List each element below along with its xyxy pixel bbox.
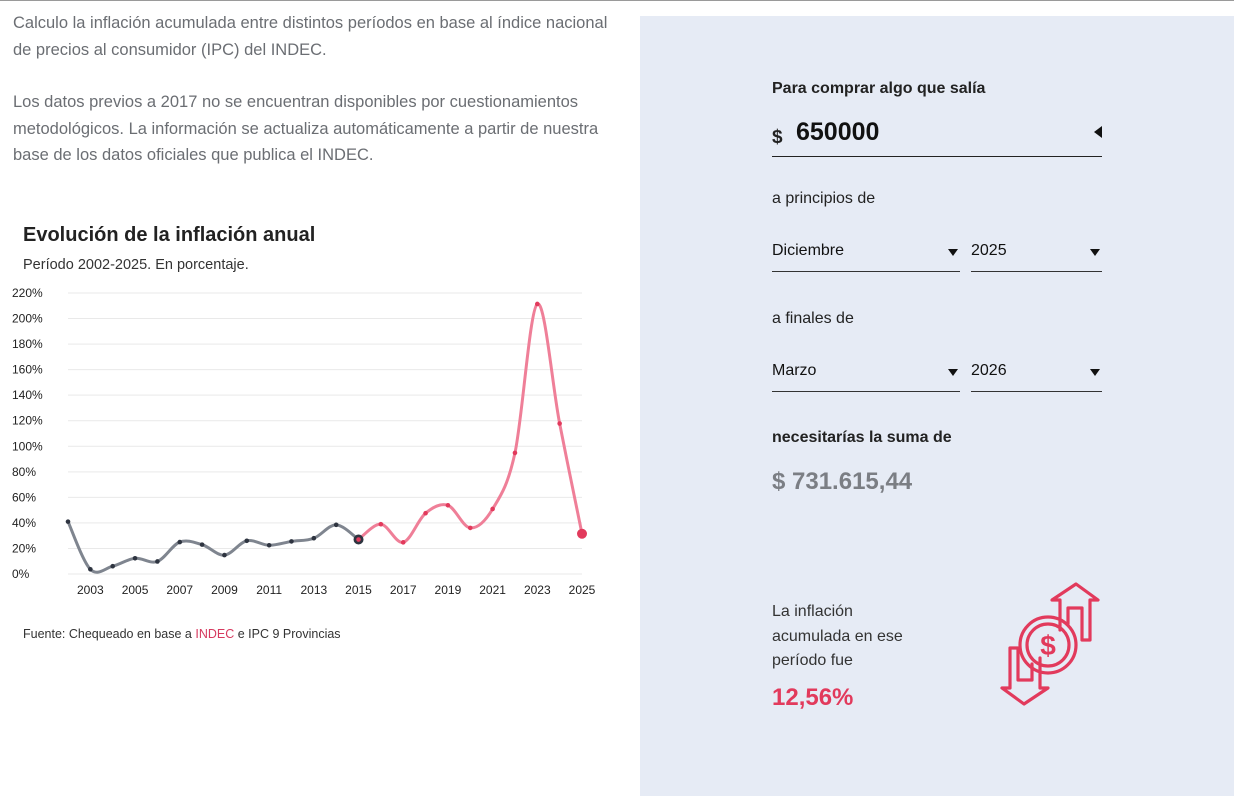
chevron-down-icon <box>1090 369 1100 376</box>
data-point <box>535 301 540 307</box>
y-tick-label: 80% <box>12 465 36 479</box>
x-tick-label: 2011 <box>256 583 282 597</box>
data-point <box>110 563 115 569</box>
intro-paragraph-2: Los datos previos a 2017 no se encuentra… <box>13 93 599 164</box>
y-tick-label: 20% <box>12 541 36 555</box>
data-point <box>199 542 205 547</box>
top-divider <box>0 0 1234 1</box>
y-tick-label: 200% <box>12 312 43 326</box>
y-tick-label: 140% <box>12 388 43 402</box>
x-tick-label: 2005 <box>122 583 149 597</box>
y-tick-label: 0% <box>12 567 30 581</box>
y-tick-label: 220% <box>12 286 43 300</box>
svg-text:$: $ <box>1040 630 1056 661</box>
data-point <box>65 519 71 524</box>
chart-subtitle: Período 2002-2025. En porcentaje. <box>23 257 249 273</box>
x-tick-label: 2015 <box>345 583 372 597</box>
start-year-value: 2025 <box>971 242 1007 259</box>
data-point <box>289 539 294 544</box>
chart-title: Evolución de la inflación anual <box>23 224 316 246</box>
price-label: Para comprar algo que salía <box>772 80 986 97</box>
x-tick-label: 2003 <box>77 583 104 597</box>
currency-symbol: $ <box>772 127 783 148</box>
data-point <box>557 421 562 426</box>
start-month-select[interactable]: Diciembre <box>772 233 960 272</box>
amount-spinner-icon[interactable] <box>1094 126 1102 138</box>
chevron-down-icon <box>948 369 958 376</box>
y-tick-label: 100% <box>12 439 43 453</box>
intro-paragraph-1: Calculo la inflación acumulada entre dis… <box>13 14 608 59</box>
y-tick-label: 180% <box>12 337 43 351</box>
y-tick-label: 120% <box>12 414 43 428</box>
inflation-summary: La inflación acumulada en ese período fu… <box>772 603 903 669</box>
x-tick-label: 2025 <box>569 583 596 597</box>
data-point <box>132 555 138 561</box>
data-point <box>88 566 93 572</box>
end-year-value: 2026 <box>971 362 1007 379</box>
start-year-select[interactable]: 2025 <box>971 233 1102 272</box>
result-amount: $ 731.615,44 <box>772 468 913 495</box>
data-point <box>467 525 473 531</box>
end-year-select[interactable]: 2026 <box>971 353 1102 392</box>
money-exchange-icon: $ <box>1000 582 1100 706</box>
data-point <box>445 502 451 508</box>
data-point <box>333 522 339 528</box>
data-point <box>155 559 160 564</box>
data-point <box>222 552 227 558</box>
x-tick-label: 2019 <box>435 583 462 597</box>
data-point <box>400 540 406 545</box>
need-label: necesitarías la suma de <box>772 429 952 446</box>
data-point <box>177 539 183 545</box>
x-tick-label: 2013 <box>300 583 327 597</box>
x-tick-label: 2009 <box>211 583 238 597</box>
chevron-down-icon <box>948 249 958 256</box>
end-label: a finales de <box>772 310 854 327</box>
end-month-select[interactable]: Marzo <box>772 353 960 392</box>
start-month-value: Diciembre <box>772 242 845 259</box>
data-point <box>244 538 250 544</box>
amount-field: $ <box>772 114 1102 157</box>
start-label: a principios de <box>772 190 876 207</box>
data-point <box>423 510 428 516</box>
data-point <box>356 537 361 542</box>
source-link-indec[interactable]: INDEC <box>195 627 235 641</box>
y-tick-label: 160% <box>12 363 43 377</box>
end-month-value: Marzo <box>772 362 817 379</box>
data-point <box>512 450 518 456</box>
inflation-line-chart: 0% 20% 40% 60% 80% 100% 120% 140% 160% 180% 200% 22… <box>12 286 596 597</box>
source-prefix: Fuente: Chequeado en base a <box>23 627 196 641</box>
inflation-percent: 12,56% <box>772 684 854 711</box>
series-line-2 <box>357 302 584 544</box>
source-suffix: e IPC 9 Provincias <box>234 627 341 641</box>
data-point <box>266 542 272 548</box>
y-tick-label: 60% <box>12 490 36 504</box>
chart-source: Fuente: Chequeado en base a INDEC e IPC … <box>23 627 341 641</box>
data-point <box>577 528 587 539</box>
x-tick-label: 2023 <box>524 583 551 597</box>
x-tick-label: 2007 <box>166 583 193 597</box>
x-tick-label: 2017 <box>390 583 417 597</box>
amount-input[interactable] <box>796 116 1066 148</box>
calculator-panel: Para comprar algo que salía $ a principi… <box>640 16 1234 796</box>
chevron-down-icon <box>1090 249 1100 256</box>
data-point <box>311 535 317 541</box>
data-point <box>378 521 384 527</box>
intro-text: Calculo la inflación acumulada entre dis… <box>13 10 613 195</box>
x-tick-label: 2021 <box>479 583 506 597</box>
data-point <box>490 506 495 512</box>
y-tick-label: 40% <box>12 516 36 530</box>
